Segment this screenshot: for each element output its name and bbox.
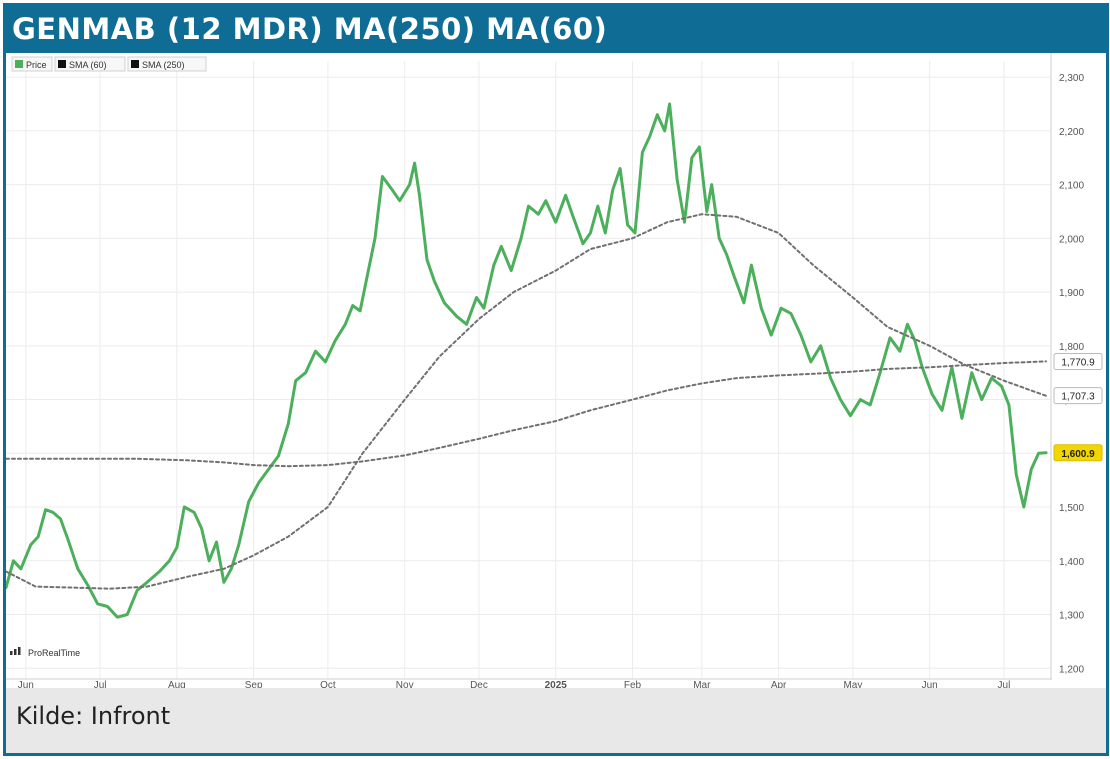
y-tick-label: 2,300 bbox=[1059, 73, 1084, 84]
last-value-label: 1,600.9 bbox=[1061, 449, 1095, 460]
x-tick-label: Oct bbox=[320, 680, 336, 688]
chart-title: GENMAB (12 MDR) MA(250) MA(60) bbox=[12, 12, 608, 46]
y-tick-label: 2,100 bbox=[1059, 181, 1084, 192]
watermark-logo-bar bbox=[10, 651, 13, 655]
x-tick-label: Jun bbox=[18, 680, 34, 688]
title-bar: GENMAB (12 MDR) MA(250) MA(60) bbox=[6, 6, 1106, 53]
chart-card: GENMAB (12 MDR) MA(250) MA(60) 1,200 1,30… bbox=[3, 3, 1109, 756]
y-tick-label: 2,000 bbox=[1059, 234, 1084, 245]
last-value-box bbox=[1053, 387, 1103, 405]
series-line-0 bbox=[4, 102, 1048, 619]
last-value-box bbox=[1053, 352, 1103, 370]
x-tick-label: Apr bbox=[771, 680, 787, 688]
x-tick-label: 2025 bbox=[545, 680, 568, 688]
last-value-label: 1,707.3 bbox=[1061, 392, 1095, 403]
legend-swatch bbox=[58, 60, 66, 68]
x-tick-label: May bbox=[843, 680, 862, 688]
y-tick-label: 1,900 bbox=[1059, 288, 1084, 299]
y-tick-label: 1,200 bbox=[1059, 664, 1084, 675]
legend-label: SMA (60) bbox=[69, 60, 107, 70]
y-tick-label: 1,300 bbox=[1059, 611, 1084, 622]
x-tick-label: Feb bbox=[624, 680, 642, 688]
legend-swatch bbox=[15, 60, 23, 68]
y-tick-label: 1,500 bbox=[1059, 503, 1084, 514]
watermark-label: ProRealTime bbox=[28, 648, 80, 658]
x-tick-label: Aug bbox=[168, 680, 186, 688]
legend-item bbox=[54, 56, 126, 72]
x-tick-label: Jul bbox=[94, 680, 107, 688]
series-line-2 bbox=[5, 360, 1047, 468]
y-tick-label: 1,400 bbox=[1059, 557, 1084, 568]
x-tick-label: Sep bbox=[245, 680, 263, 688]
legend-label: Price bbox=[26, 60, 47, 70]
y-tick-label: 2,200 bbox=[1059, 127, 1084, 138]
y-tick-label: 1,800 bbox=[1059, 342, 1084, 353]
x-tick-label: Jul bbox=[998, 680, 1011, 688]
last-value-box bbox=[1053, 444, 1103, 462]
x-tick-label: Mar bbox=[693, 680, 711, 688]
legend-swatch bbox=[131, 60, 139, 68]
legend-item bbox=[127, 56, 207, 72]
legend: Price SMA (60) SMA (250) bbox=[11, 56, 207, 72]
chart-area: 1,2001,3001,4001,5001,6001,7001,8001,900… bbox=[4, 53, 1106, 691]
series-line-1 bbox=[5, 213, 1047, 590]
x-tick-label: Nov bbox=[396, 680, 414, 688]
legend-label: SMA (250) bbox=[142, 60, 185, 70]
x-tick-label: Dec bbox=[470, 680, 488, 688]
source-label: Kilde: Infront bbox=[16, 702, 171, 730]
watermark-logo-bar bbox=[18, 647, 21, 655]
last-value-label: 1,770.9 bbox=[1061, 357, 1095, 368]
x-tick-label: Jun bbox=[922, 680, 938, 688]
watermark-logo-bar bbox=[14, 649, 17, 655]
price-chart: 1,2001,3001,4001,5001,6001,7001,8001,900… bbox=[4, 53, 1103, 691]
source-bar: Kilde: Infront bbox=[6, 688, 1106, 753]
